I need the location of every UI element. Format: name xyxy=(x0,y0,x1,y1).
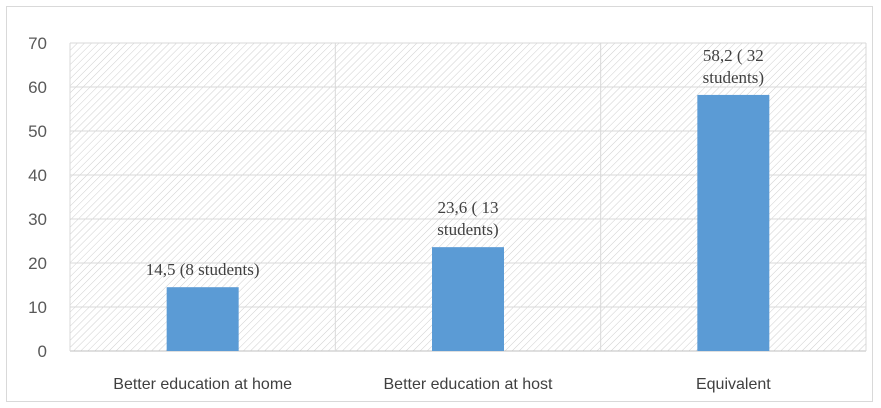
data-label: 14,5 (8 students) xyxy=(146,260,260,279)
x-axis: Better education at home Better education… xyxy=(113,376,771,393)
y-tick-label: 60 xyxy=(28,78,47,97)
bars xyxy=(166,94,770,352)
bar xyxy=(697,94,770,352)
y-tick-label: 20 xyxy=(28,254,47,273)
y-tick-label: 50 xyxy=(28,122,47,141)
bar xyxy=(432,247,504,351)
y-tick-label: 10 xyxy=(28,298,47,317)
data-label: 58,2 ( 32 xyxy=(703,46,764,65)
y-tick-label: 40 xyxy=(28,166,47,185)
y-tick-label: 70 xyxy=(28,34,47,53)
x-category-label: Equivalent xyxy=(696,376,771,393)
data-label: 23,6 ( 13 xyxy=(438,198,499,217)
x-category-label: Better education at host xyxy=(384,376,554,393)
y-axis: 0 10 20 30 40 50 60 70 xyxy=(28,34,47,361)
y-tick-label: 30 xyxy=(28,210,47,229)
bar xyxy=(166,287,239,351)
data-label: students) xyxy=(703,68,764,87)
data-labels: 14,5 (8 students) 23,6 ( 13 students) 58,2 … xyxy=(146,46,764,279)
y-tick-label: 0 xyxy=(38,342,47,361)
data-label: students) xyxy=(437,220,498,239)
x-category-label: Better education at home xyxy=(113,376,292,393)
